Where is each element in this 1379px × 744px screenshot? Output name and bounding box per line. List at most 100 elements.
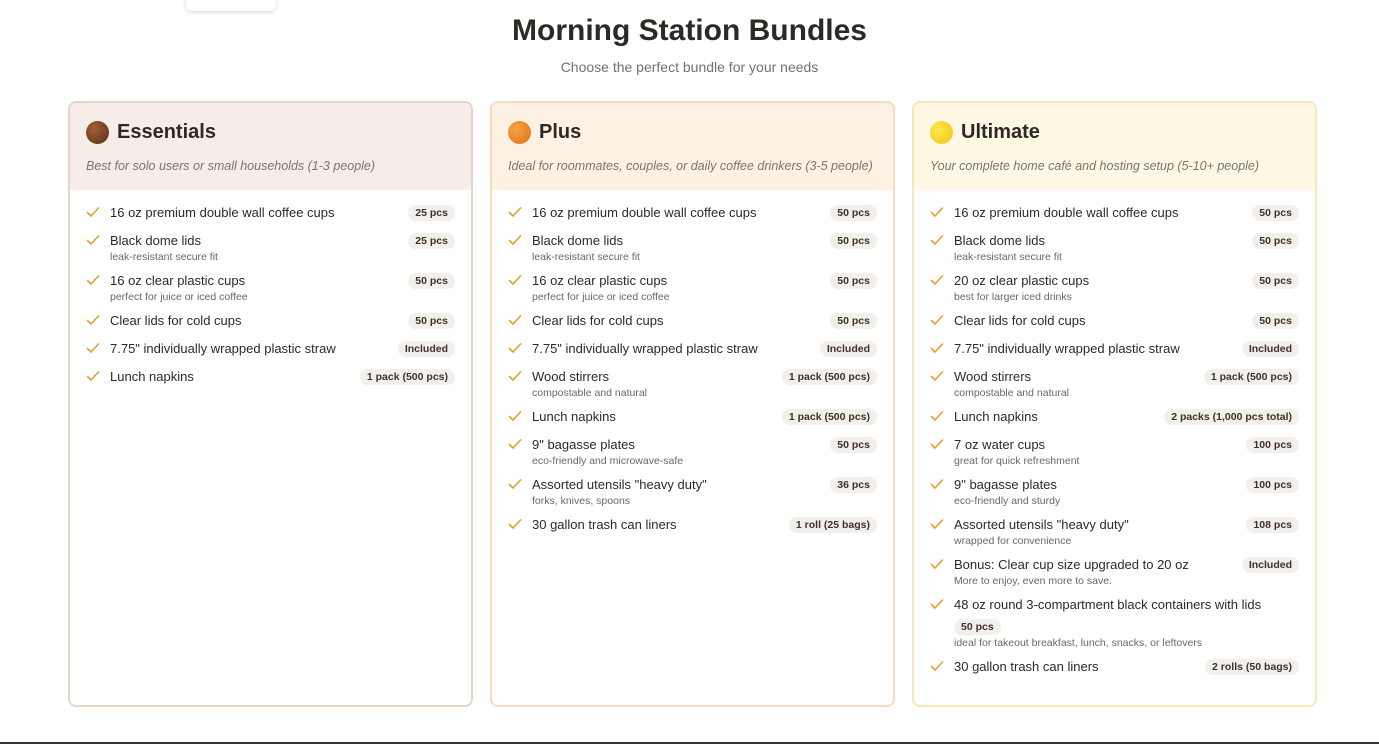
- item-body: Clear lids for cold cups 50 pcs: [532, 312, 877, 331]
- quantity-badge: Included: [1241, 556, 1299, 573]
- item-note: leak-resistant secure fit: [954, 251, 1062, 263]
- item: Black dome lids 50 pcs leak-resistant secu…: [508, 232, 877, 263]
- item-note: eco-friendly and microwave-safe: [532, 455, 684, 467]
- item-note: leak-resistant secure fit: [110, 251, 218, 263]
- item-body: Clear lids for cold cups 50 pcs: [954, 312, 1299, 331]
- item-top: Clear lids for cold cups 50 pcs: [110, 312, 455, 329]
- item-name: Black dome lids: [532, 233, 624, 248]
- quantity-badge: 50 pcs: [830, 272, 877, 289]
- item-top: 16 oz clear plastic cups 50 pcs: [532, 272, 877, 289]
- item-top: 7.75" individually wrapped plastic straw…: [954, 340, 1299, 357]
- item-name: Black dome lids: [954, 233, 1046, 248]
- item-top: 20 oz clear plastic cups 50 pcs: [954, 272, 1299, 289]
- item-name: 7.75" individually wrapped plastic straw: [532, 341, 758, 356]
- quantity-badge: Included: [397, 340, 455, 357]
- quantity-badge: Included: [819, 340, 877, 357]
- check-icon: [508, 232, 523, 263]
- bundle-name-row: Essentials: [86, 121, 455, 144]
- item-name: Lunch napkins: [110, 369, 194, 384]
- quantity-badge: 2 rolls (50 bags): [1205, 658, 1299, 675]
- item-top: 16 oz premium double wall coffee cups 25 …: [110, 204, 455, 221]
- item-name: 9" bagasse plates: [532, 437, 635, 452]
- item-name: Clear lids for cold cups: [110, 313, 242, 328]
- bundle-icon: [930, 121, 953, 144]
- item-note: perfect for juice or iced coffee: [532, 291, 670, 303]
- check-icon: [930, 204, 945, 223]
- check-icon: [508, 476, 523, 507]
- item-top: Black dome lids 50 pcs: [532, 232, 877, 249]
- item-top: Clear lids for cold cups 50 pcs: [532, 312, 877, 329]
- check-icon: [508, 340, 523, 359]
- check-icon: [930, 368, 945, 399]
- item-body: 48 oz round 3-compartment black containe…: [954, 596, 1299, 649]
- item-top: 9" bagasse plates 50 pcs: [532, 436, 877, 453]
- item: Black dome lids 25 pcs leak-resistant secu…: [86, 232, 455, 263]
- item-note: forks, knives, spoons: [532, 495, 631, 507]
- bundle-description: Best for solo users or small households …: [86, 159, 376, 173]
- check-icon: [86, 368, 101, 387]
- item-name: 16 oz clear plastic cups: [532, 273, 668, 288]
- item-name: 7.75" individually wrapped plastic straw: [954, 341, 1180, 356]
- quantity-badge: 100 pcs: [1246, 436, 1299, 453]
- quantity-badge: 50 pcs: [830, 204, 877, 221]
- item-name: 7 oz water cups: [954, 437, 1046, 452]
- check-icon: [930, 596, 945, 649]
- item-top: 7.75" individually wrapped plastic straw…: [110, 340, 455, 357]
- item-body: 16 oz premium double wall coffee cups 50 …: [532, 204, 877, 223]
- item-top: 16 oz clear plastic cups 50 pcs: [110, 272, 455, 289]
- bundle-name: Ultimate: [961, 121, 1040, 143]
- quantity-badge: 50 pcs: [1252, 232, 1299, 249]
- card-header: Plus Ideal for roommates, couples, or dai…: [492, 103, 893, 190]
- check-icon: [930, 436, 945, 467]
- item-top: 7 oz water cups 100 pcs: [954, 436, 1299, 453]
- item-name: 16 oz premium double wall coffee cups: [532, 205, 757, 220]
- quantity-badge: 50 pcs: [830, 232, 877, 249]
- check-icon: [930, 232, 945, 263]
- quantity-badge: 50 pcs: [1252, 272, 1299, 289]
- quantity-badge: 36 pcs: [830, 476, 877, 493]
- item-body: Lunch napkins 1 pack (500 pcs): [110, 368, 455, 387]
- item-name: 20 oz clear plastic cups: [954, 273, 1090, 288]
- item-name: 30 gallon trash can liners: [954, 659, 1099, 674]
- item-body: 16 oz premium double wall coffee cups 50 …: [954, 204, 1299, 223]
- item-top: Lunch napkins 1 pack (500 pcs): [110, 368, 455, 385]
- quantity-badge: 1 roll (25 bags): [788, 516, 877, 533]
- item-body: 7.75" individually wrapped plastic straw…: [110, 340, 455, 359]
- item: 48 oz round 3-compartment black containe…: [930, 596, 1299, 649]
- item-top: Bonus: Clear cup size upgraded to 20 oz I…: [954, 556, 1299, 573]
- quantity-badge: 50 pcs: [830, 436, 877, 453]
- bundle-name-row: Ultimate: [930, 121, 1299, 144]
- item-name: Black dome lids: [110, 233, 202, 248]
- item-name: Clear lids for cold cups: [954, 313, 1086, 328]
- bundle-description: Your complete home café and hosting setu…: [930, 159, 1260, 173]
- item-name: 48 oz round 3-compartment black containe…: [954, 597, 1262, 612]
- item-body: Lunch napkins 1 pack (500 pcs): [532, 408, 877, 427]
- check-icon: [508, 312, 523, 331]
- bundle-card: Essentials Best for solo users or small h…: [68, 101, 473, 707]
- check-icon: [930, 408, 945, 427]
- item-top: 30 gallon trash can liners 2 rolls (50 ba…: [954, 658, 1299, 675]
- item-note: compostable and natural: [954, 387, 1069, 399]
- item-name: Clear lids for cold cups: [532, 313, 664, 328]
- item: 30 gallon trash can liners 2 rolls (50 ba…: [930, 658, 1299, 677]
- card-header: Ultimate Your complete home café and host…: [914, 103, 1315, 190]
- check-icon: [508, 408, 523, 427]
- item-body: 9" bagasse plates 100 pcs eco-friendly and…: [954, 476, 1299, 507]
- item: Clear lids for cold cups 50 pcs: [86, 312, 455, 331]
- item-name: 7.75" individually wrapped plastic straw: [110, 341, 336, 356]
- item-top: 9" bagasse plates 100 pcs: [954, 476, 1299, 493]
- item-name: Assorted utensils "heavy duty": [532, 477, 707, 492]
- bottom-border: [0, 742, 1379, 744]
- item-note: best for larger iced drinks: [954, 291, 1072, 303]
- check-icon: [86, 312, 101, 331]
- item: Black dome lids 50 pcs leak-resistant secu…: [930, 232, 1299, 263]
- item-note: compostable and natural: [532, 387, 647, 399]
- item-name: Lunch napkins: [954, 409, 1038, 424]
- item-body: Lunch napkins 2 packs (1,000 pcs total): [954, 408, 1299, 427]
- item-top: Black dome lids 50 pcs: [954, 232, 1299, 249]
- quantity-badge: 50 pcs: [954, 619, 1001, 635]
- check-icon: [930, 272, 945, 303]
- check-icon: [86, 232, 101, 263]
- check-icon: [508, 272, 523, 303]
- item-list: 16 oz premium double wall coffee cups 25 …: [70, 190, 471, 387]
